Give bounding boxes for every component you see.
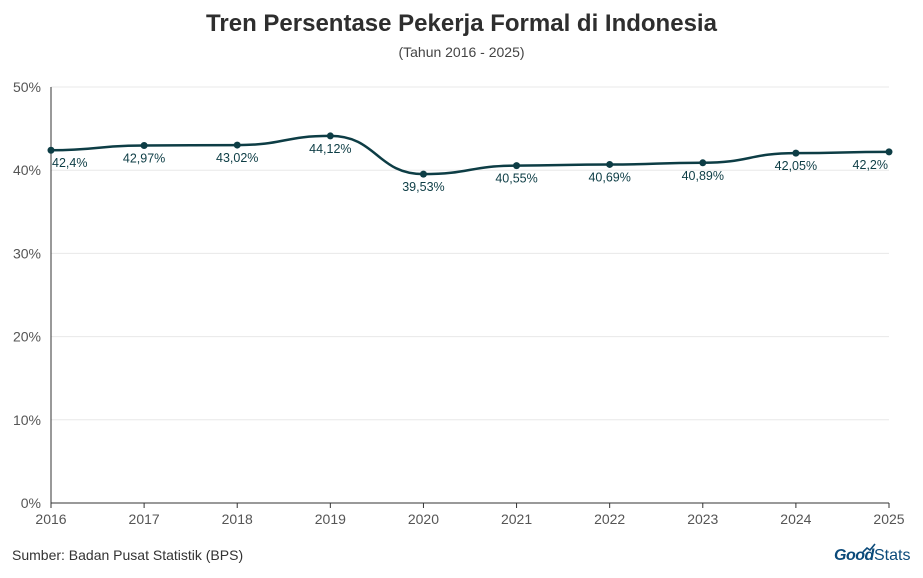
y-tick-label: 20%: [13, 329, 41, 345]
chart-subtitle: (Tahun 2016 - 2025): [398, 44, 525, 60]
data-label-layer: 42,4% 42,97% 43,02% 44,12% 39,53% 40,55% 40,69…: [52, 142, 888, 194]
series-layer: [47, 132, 893, 178]
y-tick-label: 10%: [13, 412, 41, 428]
data-point: [606, 160, 614, 168]
data-label: 42,05%: [775, 159, 817, 173]
series-line: [50, 134, 890, 176]
x-tick-label: 2020: [408, 511, 439, 527]
axis-layer: 0% 10% 20% 30% 40% 50% 2016 2017 2018 2019 2020 202…: [13, 79, 905, 527]
y-tick-label: 0%: [21, 495, 41, 511]
logo-stats-text: Stats: [874, 547, 911, 564]
data-point: [326, 132, 334, 140]
data-label: 40,69%: [588, 170, 630, 184]
y-tick-label: 40%: [13, 162, 41, 178]
x-tick-label: 2018: [222, 511, 253, 527]
data-label: 44,12%: [309, 142, 351, 156]
data-label: 39,53%: [402, 180, 444, 194]
x-tick-label: 2017: [129, 511, 160, 527]
x-tick-label: 2019: [315, 511, 346, 527]
data-point: [233, 141, 241, 149]
data-point: [140, 141, 148, 149]
data-point: [699, 159, 707, 167]
data-point: [792, 149, 800, 157]
x-tick-label: 2024: [780, 511, 811, 527]
grid-layer: [51, 86, 889, 421]
data-label: 42,2%: [853, 158, 888, 172]
x-tick-label: 2016: [35, 511, 66, 527]
chart-title: Tren Persentase Pekerja Formal di Indone…: [206, 10, 717, 37]
data-label: 43,02%: [216, 151, 258, 165]
data-label: 42,97%: [123, 151, 165, 165]
x-tick-label: 2022: [594, 511, 625, 527]
data-point: [513, 162, 521, 170]
y-tick-label: 30%: [13, 245, 41, 261]
data-point: [47, 146, 55, 154]
y-tick-label: 50%: [13, 79, 41, 95]
data-label: 40,55%: [495, 172, 537, 186]
data-label: 40,89%: [682, 169, 724, 183]
x-tick-label: 2025: [873, 511, 904, 527]
data-label: 42,4%: [52, 156, 87, 170]
logo-arrow-icon: [862, 543, 876, 553]
x-tick-label: 2023: [687, 511, 718, 527]
data-point: [885, 148, 893, 156]
source-note: Sumber: Badan Pusat Statistik (BPS): [12, 547, 244, 563]
goodstats-logo: Good Stats: [834, 543, 916, 569]
data-point: [419, 170, 427, 178]
x-tick-label: 2021: [501, 511, 532, 527]
